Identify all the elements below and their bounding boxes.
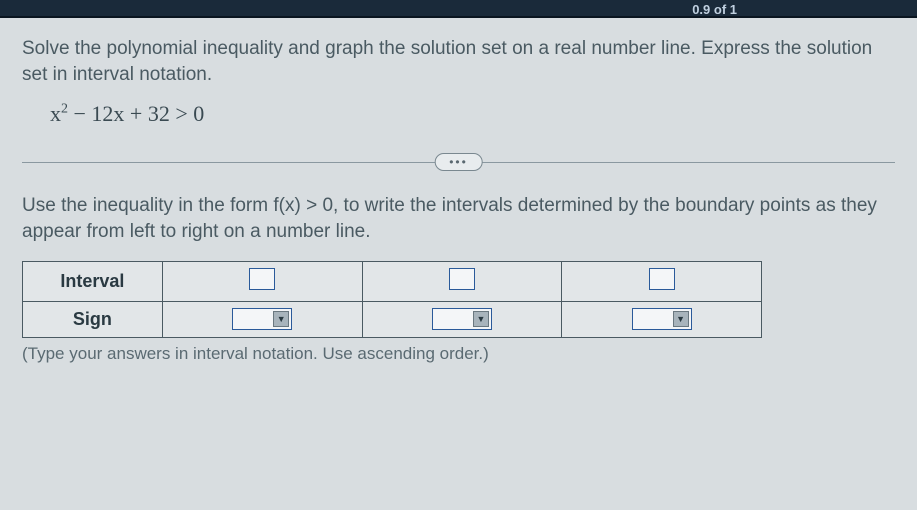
page-indicator: 0.9 of 1	[692, 2, 737, 17]
top-strip: 0.9 of 1	[0, 0, 917, 18]
chevron-down-icon: ▼	[273, 311, 289, 327]
interval-input-2[interactable]	[449, 268, 475, 290]
sign-dropdown-2[interactable]: ▼	[432, 308, 492, 330]
sign-header: Sign	[23, 301, 163, 337]
equation: x2 − 12x + 32 > 0	[50, 101, 895, 127]
sign-cell-3: ▼	[562, 301, 762, 337]
chevron-down-icon: ▼	[473, 311, 489, 327]
expand-button[interactable]: •••	[434, 153, 483, 171]
problem-instruction: Solve the polynomial inequality and grap…	[22, 36, 895, 87]
sign-dropdown-1[interactable]: ▼	[232, 308, 292, 330]
answer-hint: (Type your answers in interval notation.…	[22, 344, 895, 364]
interval-input-1[interactable]	[249, 268, 275, 290]
interval-header: Interval	[23, 261, 163, 301]
chevron-down-icon: ▼	[673, 311, 689, 327]
interval-cell-3	[562, 261, 762, 301]
interval-row: Interval	[23, 261, 762, 301]
sign-dropdown-3[interactable]: ▼	[632, 308, 692, 330]
interval-input-3[interactable]	[649, 268, 675, 290]
sign-cell-1: ▼	[162, 301, 362, 337]
interval-cell-1	[162, 261, 362, 301]
interval-cell-2	[362, 261, 562, 301]
answer-table: Interval Sign ▼ ▼	[22, 261, 762, 338]
content-area: Solve the polynomial inequality and grap…	[0, 18, 917, 374]
sign-cell-2: ▼	[362, 301, 562, 337]
subproblem-instruction: Use the inequality in the form f(x) > 0,…	[22, 193, 895, 244]
sign-row: Sign ▼ ▼ ▼	[23, 301, 762, 337]
section-divider: •••	[22, 149, 895, 175]
